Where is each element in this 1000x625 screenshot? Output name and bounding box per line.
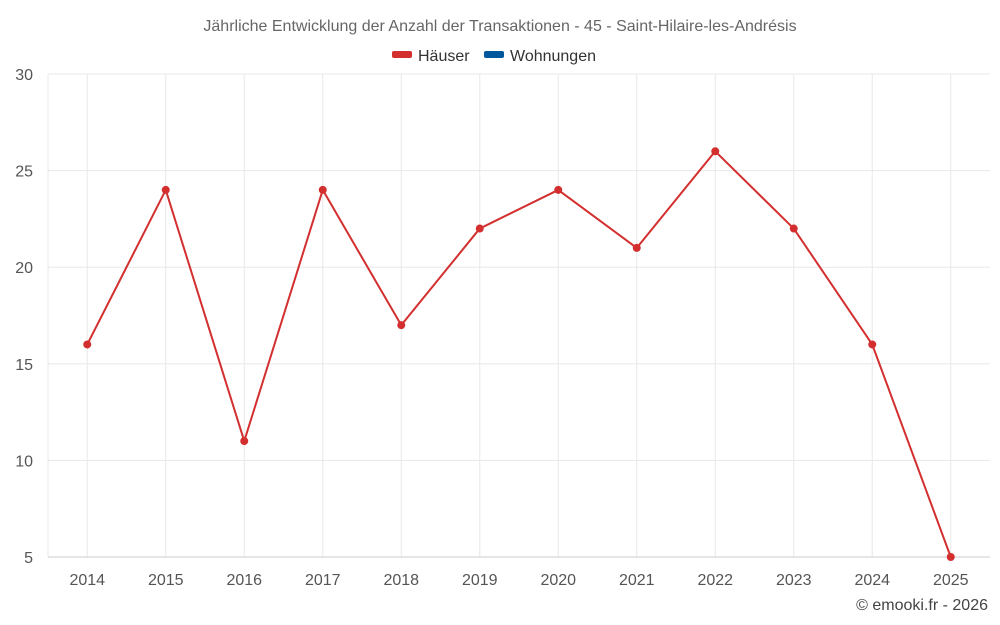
chart-title: Jährliche Entwicklung der Anzahl der Tra… (203, 18, 796, 35)
data-point (83, 340, 92, 349)
y-tick-label: 15 (15, 357, 33, 374)
series-line-0 (86, 150, 952, 558)
data-point (632, 243, 641, 252)
data-point (397, 321, 406, 330)
x-tick-label: 2023 (776, 572, 812, 589)
x-tick-label: 2017 (305, 572, 341, 589)
credit-text: © emooki.fr - 2026 (856, 597, 988, 614)
y-axis: 5 10 15 20 25 30 (15, 67, 33, 567)
data-point (475, 224, 484, 233)
x-tick-label: 2015 (148, 572, 184, 589)
data-point (711, 147, 720, 156)
legend-label-0: Häuser (418, 48, 470, 65)
legend: Häuser Wohnungen (392, 48, 596, 65)
data-point (554, 185, 563, 194)
data-point (789, 224, 798, 233)
x-tick-label: 2016 (226, 572, 262, 589)
series-group (83, 147, 955, 561)
data-point (161, 185, 170, 194)
x-tick-label: 2024 (854, 572, 890, 589)
y-tick-label: 30 (15, 67, 33, 84)
x-tick-label: 2025 (933, 572, 969, 589)
legend-swatch-1 (484, 51, 504, 58)
y-tick-label: 5 (24, 550, 33, 567)
x-tick-label: 2021 (619, 572, 655, 589)
grid (47, 73, 990, 558)
x-tick-label: 2020 (540, 572, 576, 589)
x-tick-label: 2022 (697, 572, 733, 589)
y-tick-label: 20 (15, 260, 33, 277)
legend-swatch-0 (392, 51, 412, 58)
x-axis: 2014 2015 2016 2017 2018 2019 2020 2021 2022 2023… (69, 572, 968, 589)
legend-label-1: Wohnungen (510, 48, 596, 65)
data-point (318, 185, 327, 194)
data-point (240, 437, 249, 446)
data-point (946, 553, 955, 561)
x-tick-label: 2019 (462, 572, 498, 589)
x-tick-label: 2014 (69, 572, 105, 589)
x-tick-label: 2018 (383, 572, 419, 589)
y-tick-label: 25 (15, 164, 33, 181)
data-point (868, 340, 877, 349)
y-tick-label: 10 (15, 453, 33, 470)
